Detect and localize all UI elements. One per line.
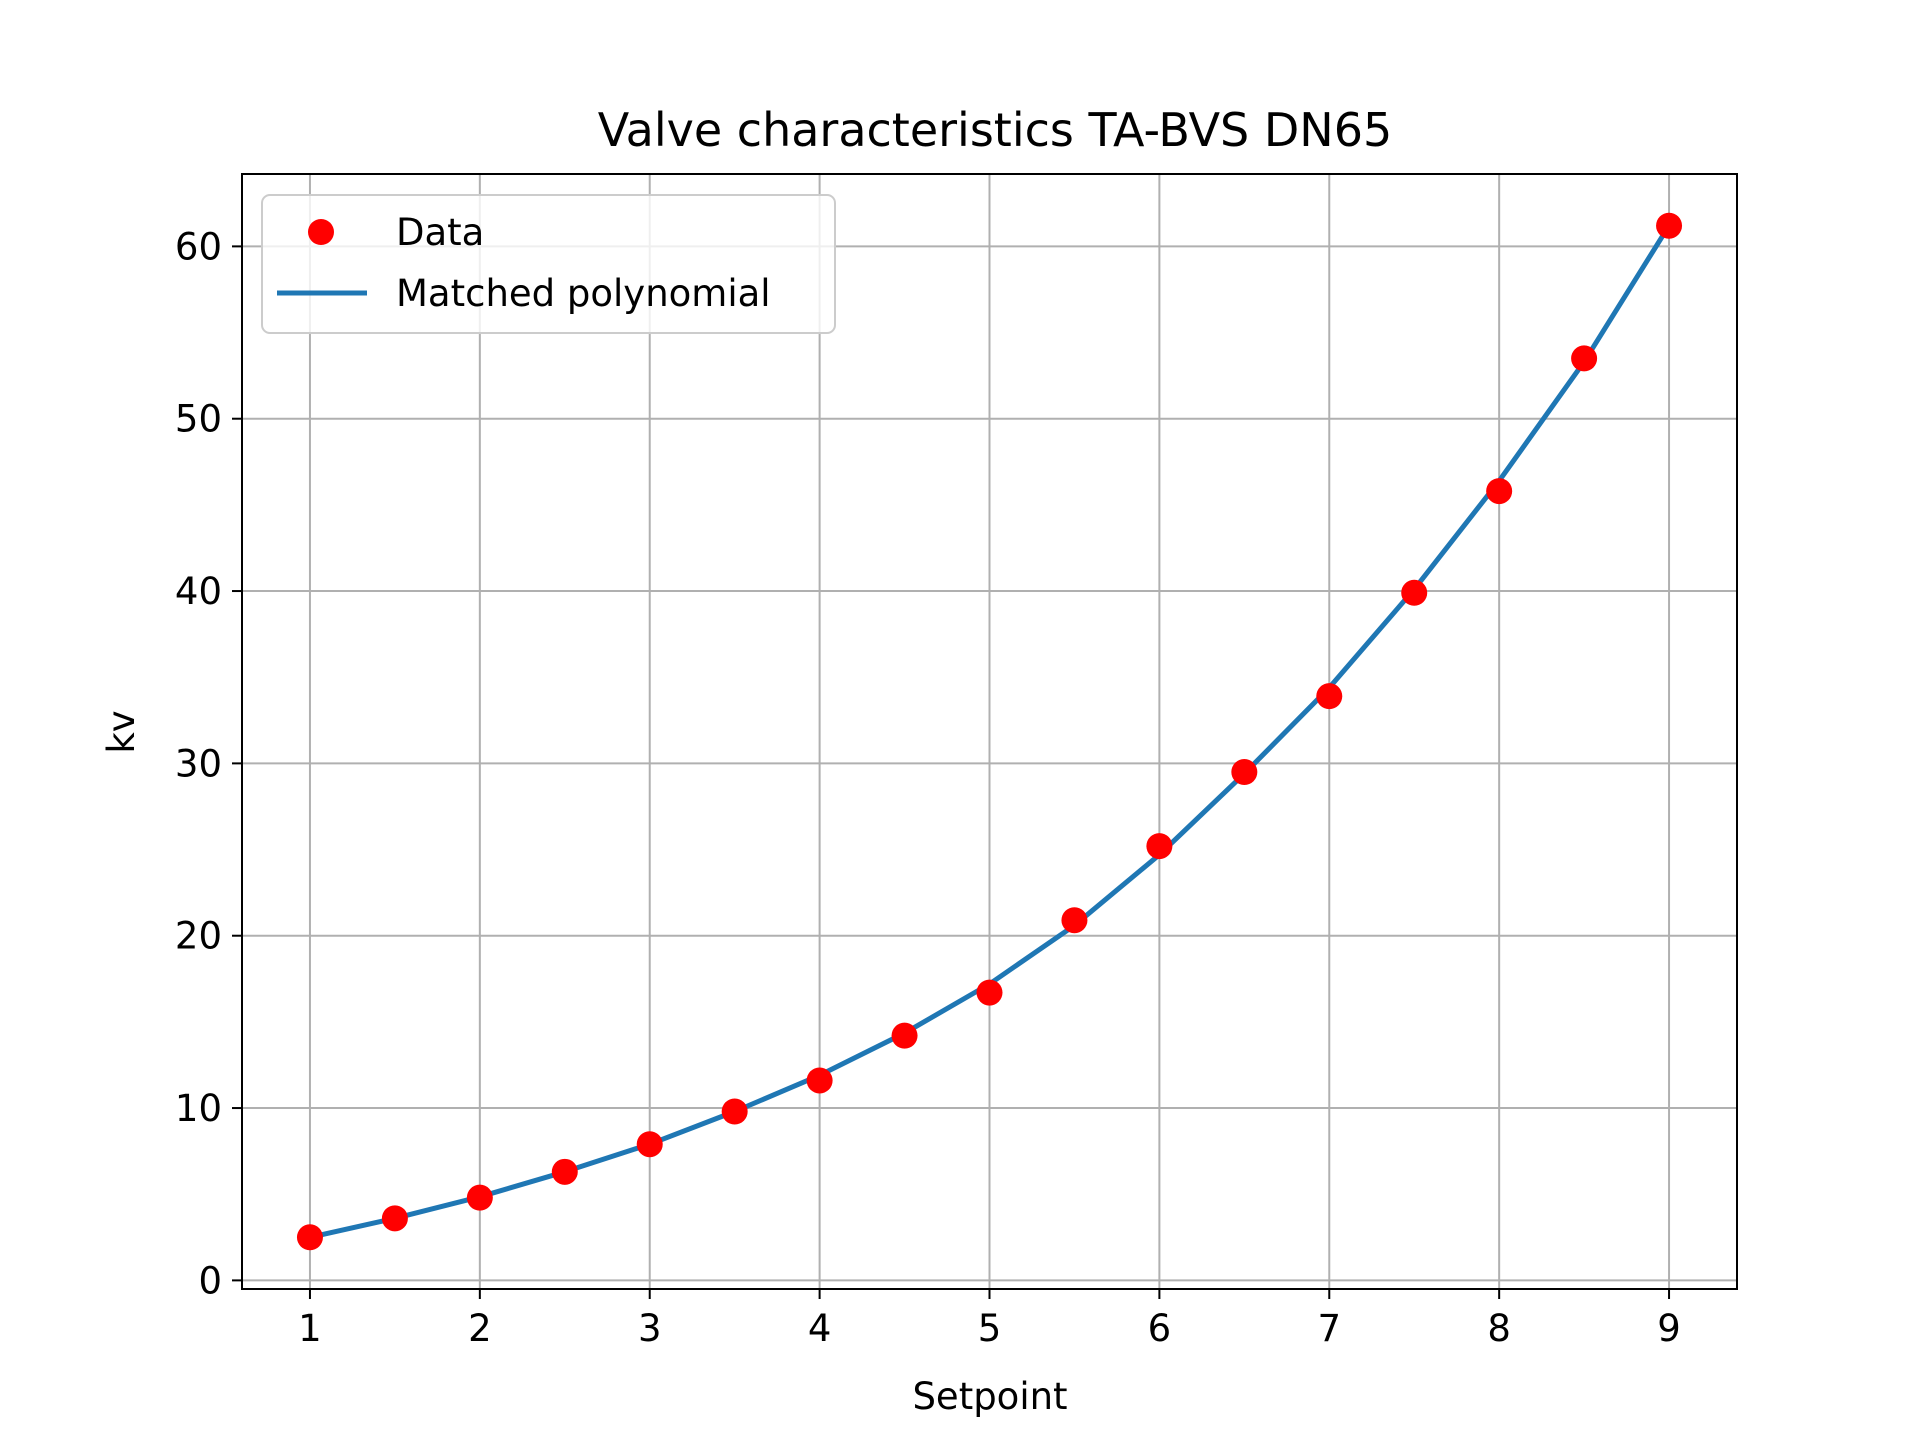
y-tick-label: 20 [175, 915, 222, 958]
data-point [1316, 683, 1343, 710]
data-point [1486, 478, 1513, 505]
plot-area: 1 2 3 4 5 6 7 8 9 0 10 20 30 40 50 60 [175, 173, 1738, 1350]
y-tick-label: 0 [198, 1259, 222, 1302]
y-axis-label: kv [100, 710, 143, 753]
data-point [721, 1098, 748, 1125]
x-tick-label: 3 [638, 1307, 662, 1350]
data-point [806, 1067, 833, 1094]
x-tick-label: 7 [1317, 1307, 1341, 1350]
legend-label-data: Data [396, 211, 484, 254]
data-point [381, 1205, 408, 1232]
x-tick-label: 5 [978, 1307, 1002, 1350]
data-point [551, 1158, 578, 1185]
legend: Data Matched polynomial [261, 194, 836, 334]
data-point [1146, 833, 1173, 860]
data-point [1231, 758, 1258, 785]
data-point [1401, 579, 1428, 606]
y-tick-label: 40 [175, 570, 222, 613]
x-tick-label: 2 [468, 1307, 492, 1350]
x-axis: 1 2 3 4 5 6 7 8 9 [298, 1289, 1681, 1350]
x-tick-label: 4 [808, 1307, 832, 1350]
legend-box [261, 194, 836, 334]
data-point [636, 1131, 663, 1158]
legend-label-polynomial: Matched polynomial [396, 272, 771, 315]
y-tick-label: 10 [175, 1087, 222, 1130]
data-point [296, 1224, 323, 1251]
data-point [1571, 345, 1598, 372]
x-axis-label: Setpoint [912, 1375, 1067, 1418]
data-point [1061, 907, 1088, 934]
chart-title: Valve characteristics TA-BVS DN65 [598, 103, 1392, 157]
plot-frame [241, 173, 1738, 1290]
data-point [976, 979, 1003, 1006]
x-tick-label: 1 [298, 1307, 322, 1350]
data-point [1656, 212, 1683, 239]
data-point [891, 1022, 918, 1049]
series-layer [296, 212, 1683, 1251]
y-tick-label: 60 [175, 225, 222, 268]
data-point [466, 1184, 493, 1211]
y-axis: 0 10 20 30 40 50 60 [175, 225, 242, 1302]
y-tick-label: 50 [175, 398, 222, 441]
grid-layer [242, 174, 1737, 1289]
x-tick-label: 8 [1487, 1307, 1511, 1350]
x-tick-label: 9 [1657, 1307, 1681, 1350]
x-tick-label: 6 [1148, 1307, 1172, 1350]
y-tick-label: 30 [175, 742, 222, 785]
legend-marker-data [308, 219, 334, 245]
